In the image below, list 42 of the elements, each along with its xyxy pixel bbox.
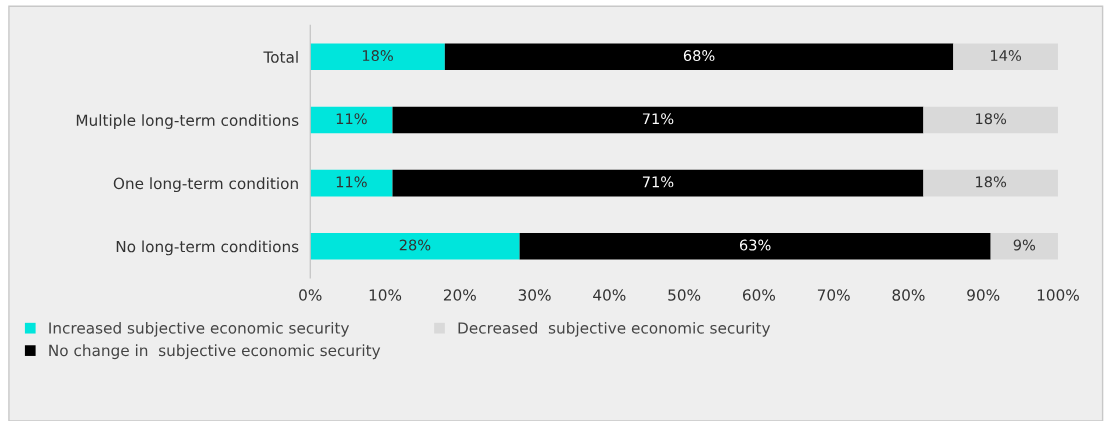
data-label: 14% <box>991 50 1022 62</box>
x-tick-label: 100% <box>1037 289 1079 301</box>
data-label: 11% <box>336 113 367 125</box>
bar <box>519 233 991 260</box>
y-tick-label: Total <box>263 51 298 63</box>
bar <box>923 106 1058 134</box>
legend-label: Decreased subjective economic security <box>458 321 771 337</box>
legend-label: No change in subjective economic security <box>49 344 381 360</box>
bar <box>310 233 520 260</box>
data-label: 71% <box>642 113 674 125</box>
data-label: 68% <box>683 50 715 62</box>
bar <box>392 169 924 197</box>
bar <box>923 169 1058 197</box>
x-tick-label: 80% <box>892 289 925 301</box>
x-tick-label: 50% <box>668 289 701 301</box>
x-tick-label: 90% <box>967 289 1000 301</box>
data-label: 63% <box>739 239 771 251</box>
data-label: 11% <box>336 176 367 188</box>
x-tick-label: 60% <box>742 289 776 301</box>
data-label: 28% <box>399 239 431 251</box>
data-label: 18% <box>976 113 1007 125</box>
y-tick-label: One long-term condition <box>113 177 298 193</box>
x-tick-label: 30% <box>518 289 551 301</box>
data-label: 18% <box>976 176 1007 188</box>
bar <box>444 43 954 71</box>
y-tick-label: Multiple long-term conditions <box>76 114 299 129</box>
bar <box>310 106 393 134</box>
data-label: 18% <box>362 50 393 62</box>
y-tick-label: No long-term conditions <box>116 240 299 256</box>
legend-label: Increased subjective economic security <box>49 321 350 337</box>
data-label: 9% <box>1013 239 1036 251</box>
bar <box>990 233 1058 260</box>
x-tick-label: 20% <box>443 289 476 301</box>
bar <box>953 43 1058 71</box>
bar <box>310 43 445 71</box>
x-tick-label: 0% <box>299 289 322 301</box>
bar <box>310 169 393 197</box>
bar <box>392 106 924 134</box>
x-tick-label: 70% <box>817 289 850 301</box>
x-tick-label: 10% <box>369 289 402 301</box>
data-label: 71% <box>642 176 674 188</box>
x-tick-label: 40% <box>593 289 626 301</box>
